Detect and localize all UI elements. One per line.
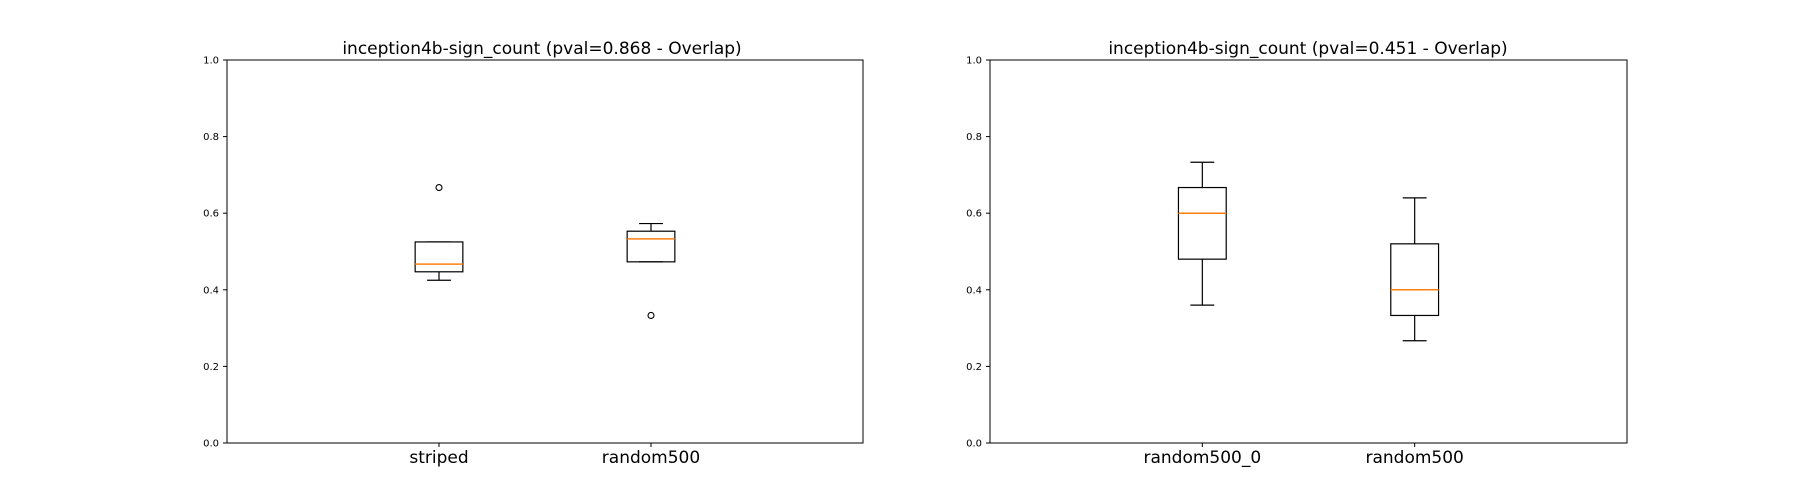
x-tick-label-right-0: random500_0 <box>1143 448 1261 468</box>
box-rect <box>414 241 464 273</box>
box-rect <box>1390 243 1440 317</box>
box-rect <box>626 230 676 263</box>
box-left-0 <box>414 183 464 281</box>
x-tick-label-right-1: random500 <box>1365 448 1463 468</box>
y-tick-label-right-5: 1.0 <box>966 56 982 67</box>
box-right-1 <box>1390 197 1440 342</box>
y-tick-label-left-3: 0.6 <box>203 209 219 220</box>
y-tick-label-right-3: 0.6 <box>966 209 982 220</box>
box-rect <box>1177 186 1227 260</box>
y-tick-label-right-4: 0.8 <box>966 132 982 143</box>
plot-frame-right <box>989 59 1628 444</box>
y-tick-label-left-2: 0.4 <box>203 285 219 296</box>
x-tick-label-left-1: random500 <box>602 448 700 468</box>
y-tick-label-right-2: 0.4 <box>966 285 982 296</box>
y-tick-label-left-1: 0.2 <box>203 362 219 373</box>
outlier-point <box>435 183 443 192</box>
y-tick-label-left-4: 0.8 <box>203 132 219 143</box>
y-tick-label-right-0: 0.0 <box>966 439 982 450</box>
box-right-0 <box>1177 161 1227 306</box>
chart-right: inception4b-sign_count (pval=0.451 - Ove… <box>966 39 1628 468</box>
chart-title-left: inception4b-sign_count (pval=0.868 - Ove… <box>342 39 741 59</box>
chart-left: inception4b-sign_count (pval=0.868 - Ove… <box>203 39 864 468</box>
y-tick-label-left-0: 0.0 <box>203 439 219 450</box>
plot-frame-left <box>226 59 864 444</box>
chart-title-right: inception4b-sign_count (pval=0.451 - Ove… <box>1108 39 1507 59</box>
box-left-1 <box>626 222 676 320</box>
x-tick-label-left-0: striped <box>409 448 468 468</box>
outlier-point <box>647 311 655 320</box>
y-tick-label-left-5: 1.0 <box>203 56 219 67</box>
y-tick-label-right-1: 0.2 <box>966 362 982 373</box>
